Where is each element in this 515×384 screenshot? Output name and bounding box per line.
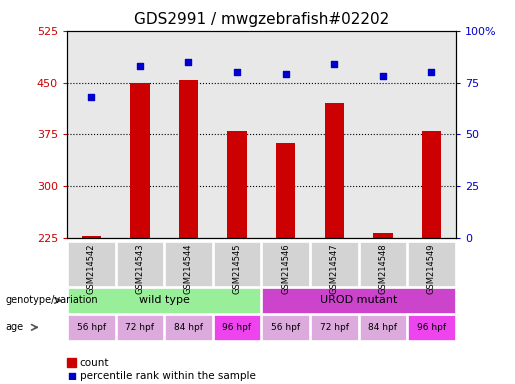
Text: percentile rank within the sample: percentile rank within the sample (80, 371, 256, 381)
Bar (422, 131, 441, 238)
Text: GSM214544: GSM214544 (184, 244, 193, 295)
Text: 72 hpf: 72 hpf (125, 323, 154, 332)
Title: GDS2991 / mwgzebrafish#02202: GDS2991 / mwgzebrafish#02202 (134, 12, 389, 27)
Text: UROD mutant: UROD mutant (320, 295, 397, 306)
Text: GSM214545: GSM214545 (233, 244, 242, 295)
Text: GSM214546: GSM214546 (281, 244, 290, 295)
Text: 84 hpf: 84 hpf (174, 323, 203, 332)
Bar (179, 81, 198, 238)
Text: 96 hpf: 96 hpf (222, 323, 252, 332)
Text: GSM214543: GSM214543 (135, 244, 144, 295)
Text: 56 hpf: 56 hpf (271, 323, 300, 332)
Point (67, 372, 76, 379)
Text: 84 hpf: 84 hpf (368, 323, 398, 332)
Point (136, 63, 144, 69)
Text: GSM214549: GSM214549 (427, 244, 436, 295)
Text: genotype/variation: genotype/variation (5, 295, 98, 306)
Bar (324, 103, 344, 238)
Bar (130, 83, 149, 238)
Text: count: count (80, 358, 109, 368)
Point (282, 71, 290, 77)
Text: GSM214548: GSM214548 (379, 244, 387, 295)
Point (330, 61, 338, 67)
Bar (276, 143, 296, 238)
Text: 96 hpf: 96 hpf (417, 323, 446, 332)
Text: 72 hpf: 72 hpf (320, 323, 349, 332)
Bar (373, 233, 392, 238)
Text: GSM214547: GSM214547 (330, 244, 339, 295)
Bar (227, 131, 247, 238)
Point (379, 73, 387, 79)
Text: 56 hpf: 56 hpf (77, 323, 106, 332)
Text: wild type: wild type (139, 295, 190, 306)
Text: GSM214542: GSM214542 (87, 244, 96, 295)
Point (233, 69, 241, 75)
Text: age: age (5, 322, 23, 333)
Point (427, 69, 436, 75)
Point (184, 59, 193, 65)
Bar (81, 236, 101, 238)
Point (87, 94, 95, 100)
